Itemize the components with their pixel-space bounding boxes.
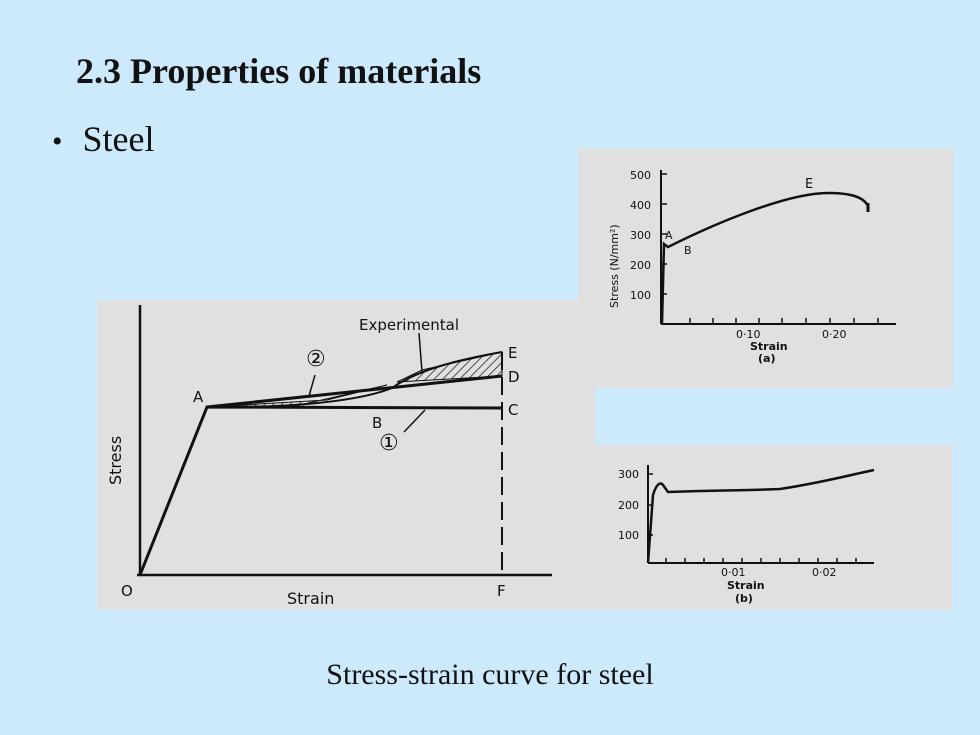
a-point-b: B xyxy=(684,244,692,257)
b-xtick-002: 0·02 xyxy=(812,566,837,579)
a-xtick-020: 0·20 xyxy=(822,328,847,341)
a-ytick-300: 300 xyxy=(630,229,651,242)
point-f: F xyxy=(497,582,506,600)
marker-curve-1: ① xyxy=(379,431,399,456)
figure-a-stress-strain: 500 400 300 200 100 0·10 0·20 Stress (N/… xyxy=(578,148,953,388)
a-point-e: E xyxy=(805,177,813,192)
leader-experimental xyxy=(418,332,423,373)
chart-a-svg: 500 400 300 200 100 0·10 0·20 Stress (N/… xyxy=(608,169,896,365)
b-ytick-100: 100 xyxy=(618,529,639,542)
figure-main-stress-strain: Experimental ② ① O A B C D E F Strain St… xyxy=(97,300,595,610)
a-panel-label: (a) xyxy=(758,352,775,365)
curve-2-line xyxy=(206,374,503,409)
label-experimental: Experimental xyxy=(359,316,459,334)
slide-title: 2.3 Properties of materials xyxy=(76,51,482,91)
a-xtick-010: 0·10 xyxy=(736,328,761,341)
b-ytick-200: 200 xyxy=(618,499,639,512)
b-x-tick-marks xyxy=(665,558,857,563)
a-point-a: A xyxy=(665,229,673,242)
a-x-tick-marks xyxy=(689,318,879,324)
bullet-text: Steel xyxy=(82,119,155,159)
a-xlabel: Strain xyxy=(750,340,788,353)
b-curve xyxy=(646,468,875,564)
point-d: D xyxy=(508,368,520,386)
main-ylabel: Stress xyxy=(106,436,125,485)
experimental-curve xyxy=(206,351,503,409)
leader-curve-1 xyxy=(403,409,426,433)
bullet-item: • Steel xyxy=(52,118,155,160)
b-xlabel: Strain xyxy=(727,579,765,592)
point-c: C xyxy=(508,401,518,419)
chart-b-svg: 300 200 100 0·01 0·02 Strain (b) xyxy=(618,465,875,605)
leader-curve-2 xyxy=(308,374,316,397)
main-xlabel: Strain xyxy=(287,589,334,608)
point-o: O xyxy=(121,582,133,600)
point-b: B xyxy=(372,414,382,432)
marker-curve-2: ② xyxy=(306,347,326,372)
b-ytick-300: 300 xyxy=(618,468,639,481)
figure-caption: Stress-strain curve for steel xyxy=(326,658,654,691)
main-chart-svg: Experimental ② ① O A B C D E F Strain St… xyxy=(106,305,552,608)
b-xtick-001: 0·01 xyxy=(721,566,746,579)
figure-b-stress-strain: 300 200 100 0·01 0·02 Strain (b) xyxy=(580,445,952,610)
curve-1-line xyxy=(138,405,503,576)
a-ytick-100: 100 xyxy=(630,289,651,302)
point-e: E xyxy=(508,344,517,362)
bullet-dot: • xyxy=(52,125,63,158)
a-ylabel: Stress (N/mm²) xyxy=(608,224,621,308)
point-a: A xyxy=(193,388,204,406)
a-ytick-500: 500 xyxy=(630,169,651,182)
a-curve xyxy=(660,191,870,325)
b-panel-label: (b) xyxy=(735,592,753,605)
a-ytick-200: 200 xyxy=(630,259,651,272)
a-ytick-400: 400 xyxy=(630,199,651,212)
